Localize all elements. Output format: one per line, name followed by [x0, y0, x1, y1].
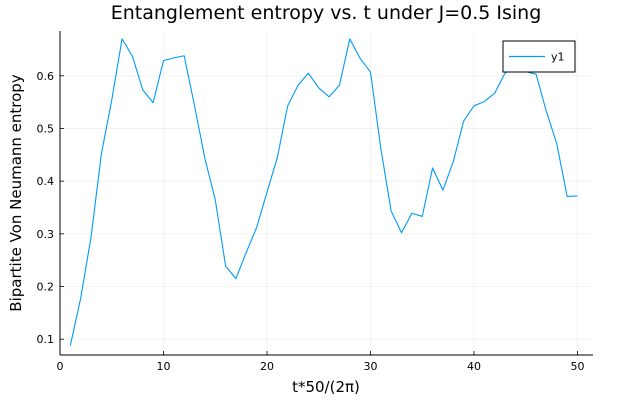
y-tick-label: 0.5 — [37, 122, 55, 135]
y-tick-label: 0.6 — [37, 70, 55, 83]
x-tick-label: 0 — [57, 360, 64, 373]
x-axis-label: t*50/(2π) — [292, 378, 360, 396]
y-axis-label: Bipartite Von Neumann entropy — [7, 74, 25, 312]
series-layer — [69, 38, 578, 346]
y-tick-label: 0.3 — [37, 228, 55, 241]
y-tick-label: 0.4 — [37, 175, 55, 188]
chart-title: Entanglement entropy vs. t under J=0.5 I… — [111, 2, 542, 24]
x-tick-label: 40 — [467, 360, 481, 373]
y-tick-label: 0.1 — [37, 333, 55, 346]
x-tick-label: 10 — [156, 360, 170, 373]
x-tick-label: 20 — [260, 360, 274, 373]
y-tick-label: 0.2 — [37, 281, 55, 294]
axes — [59, 31, 593, 356]
x-tick-label: 30 — [363, 360, 377, 373]
legend-label-y1: y1 — [551, 51, 565, 64]
series-line-y1 — [69, 38, 578, 346]
x-tick-label: 50 — [570, 360, 584, 373]
legend: y1 — [502, 40, 576, 73]
ticks: 0 10 20 30 40 50 0.1 0.2 0.3 0.4 0.5 0.6 — [37, 70, 585, 373]
